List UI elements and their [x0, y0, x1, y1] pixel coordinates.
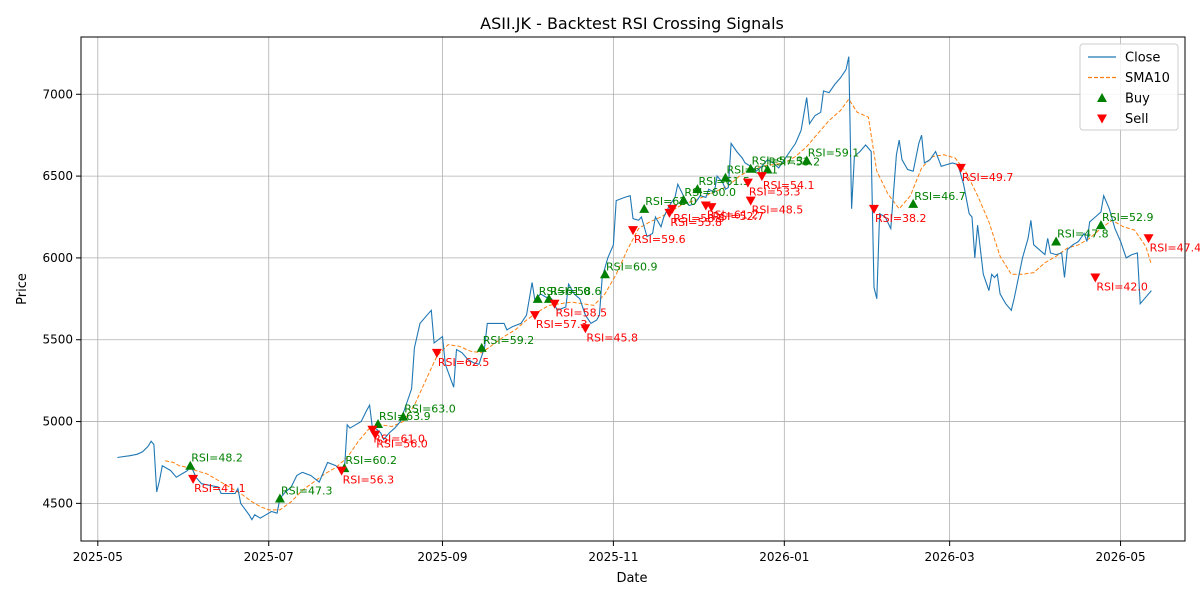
sell-marker — [370, 430, 381, 440]
sell-marker — [529, 311, 540, 321]
axes-frame — [80, 36, 1186, 542]
legend-label: Close — [1125, 51, 1160, 66]
sell-rsi-label: RSI=56.3 — [343, 474, 395, 487]
buy-marker — [720, 172, 731, 182]
buy-rsi-label: RSI=60.9 — [606, 260, 658, 273]
x-tick-label: 2025-09 — [417, 550, 467, 564]
y-tick-label: 7000 — [42, 87, 73, 101]
sell-rsi-label: RSI=52.7 — [712, 210, 764, 223]
buy-rsi-label: RSI=46.7 — [914, 190, 966, 203]
sell-marker — [580, 324, 591, 334]
y-tick-label: 5000 — [42, 415, 73, 429]
sell-rsi-label: RSI=47.4 — [1150, 241, 1200, 254]
sell-rsi-label: RSI=61.2 — [707, 209, 759, 222]
sell-marker — [1090, 273, 1101, 283]
sell-marker — [745, 196, 756, 206]
sell-marker — [955, 163, 966, 173]
buy-rsi-label: RSI=63.0 — [404, 403, 456, 416]
close-price-line — [117, 56, 1152, 521]
sell-rsi-label: RSI=56.0 — [376, 438, 428, 451]
y-tick-label: 6000 — [42, 251, 73, 265]
sell-rsi-label: RSI=57.3 — [536, 318, 588, 331]
buy-rsi-label: RSI=47.8 — [1057, 228, 1109, 241]
sell-rsi-label: RSI=41.1 — [194, 482, 246, 495]
buy-marker — [639, 203, 650, 213]
buy-marker — [692, 184, 703, 194]
sell-marker — [868, 204, 879, 214]
sma10-line — [165, 98, 1152, 511]
sell-rsi-label: RSI=42.0 — [1096, 281, 1148, 294]
sell-rsi-label: RSI=58.5 — [673, 212, 725, 225]
y-axis-label: Price — [15, 273, 30, 305]
sell-marker — [1143, 234, 1154, 244]
sell-rsi-label: RSI=58.5 — [556, 307, 608, 320]
x-tick-label: 2026-03 — [925, 550, 975, 564]
legend-box — [1079, 43, 1179, 131]
sell-marker — [756, 172, 767, 182]
buy-rsi-label: RSI=48.2 — [191, 452, 243, 465]
buy-marker — [185, 460, 196, 470]
sell-rsi-label: RSI=61.0 — [373, 433, 425, 446]
sell-marker — [367, 425, 378, 435]
legend-swatch-sell — [1097, 114, 1107, 124]
legend-label: SMA10 — [1125, 71, 1170, 86]
buy-rsi-label: RSI=59.1 — [808, 147, 860, 160]
legend-label: Buy — [1125, 92, 1150, 107]
sell-marker — [628, 226, 638, 236]
buy-marker — [1051, 236, 1062, 246]
sell-marker — [742, 178, 753, 188]
sell-rsi-label: RSI=38.2 — [875, 212, 927, 225]
sell-marker — [667, 204, 678, 214]
sell-rsi-label: RSI=45.8 — [586, 331, 638, 344]
sell-rsi-label: RSI=55.8 — [670, 216, 722, 229]
buy-marker — [1095, 220, 1106, 230]
sell-rsi-label: RSI=49.7 — [962, 171, 1014, 184]
legend-swatch-buy — [1097, 93, 1107, 102]
buy-marker — [678, 194, 689, 204]
buy-marker — [801, 155, 812, 165]
legend: Close SMA10 Buy Sell — [1079, 43, 1179, 131]
buy-marker — [476, 342, 487, 352]
buy-rsi-label: RSI=57.3 — [752, 155, 804, 168]
buy-marker — [532, 293, 543, 303]
buy-rsi-label: RSI=47.3 — [281, 484, 333, 497]
sell-marker — [188, 474, 199, 484]
buy-rsi-label: RSI=52.9 — [1102, 211, 1154, 224]
chart-title: ASII.JK - Backtest RSI Crossing Signals — [480, 14, 784, 33]
y-tick-label: 6500 — [42, 169, 73, 183]
y-tick-label: 5500 — [42, 333, 73, 347]
sell-rsi-label: RSI=54.1 — [763, 179, 815, 192]
buy-rsi-label: RSI=60.2 — [345, 454, 397, 467]
y-tick-label: 4500 — [42, 496, 73, 510]
buy-marker — [762, 164, 773, 174]
buy-marker — [398, 411, 409, 421]
legend-label: Sell — [1125, 112, 1148, 127]
buy-marker — [908, 198, 919, 208]
plot-area: RSI=48.2RSI=47.3RSI=60.2RSI=63.9RSI=63.0… — [117, 56, 1200, 521]
buy-marker — [599, 269, 610, 279]
buy-marker — [745, 163, 756, 173]
sell-marker — [336, 466, 347, 476]
x-tick-label: 2025-11 — [588, 550, 638, 564]
x-tick-label: 2025-07 — [244, 550, 294, 564]
y-axis: 4500 5000 5500 6000 6500 7000 — [42, 87, 81, 510]
sell-marker — [706, 203, 717, 213]
x-axis: 2025-05 2025-07 2025-09 2025-11 2026-01 2026-… — [73, 541, 1146, 564]
x-tick-label: 2026-01 — [759, 550, 809, 564]
buy-rsi-label: RSI=59.2 — [483, 334, 535, 347]
buy-rsi-label: RSI=58.6 — [550, 285, 602, 298]
sell-rsi-label: RSI=59.6 — [634, 233, 686, 246]
buy-rsi-label: RSI=61.0 — [539, 285, 591, 298]
x-axis-label: Date — [616, 571, 647, 586]
sell-rsi-label: RSI=53.3 — [749, 186, 801, 199]
sell-marker — [431, 348, 442, 358]
x-tick-label: 2025-05 — [73, 550, 123, 564]
x-tick-label: 2026-05 — [1095, 550, 1145, 564]
sell-rsi-label: RSI=48.5 — [752, 204, 804, 217]
sell-marker — [549, 299, 560, 309]
sell-rsi-label: RSI=62.5 — [438, 356, 490, 369]
buy-marker — [274, 493, 285, 503]
